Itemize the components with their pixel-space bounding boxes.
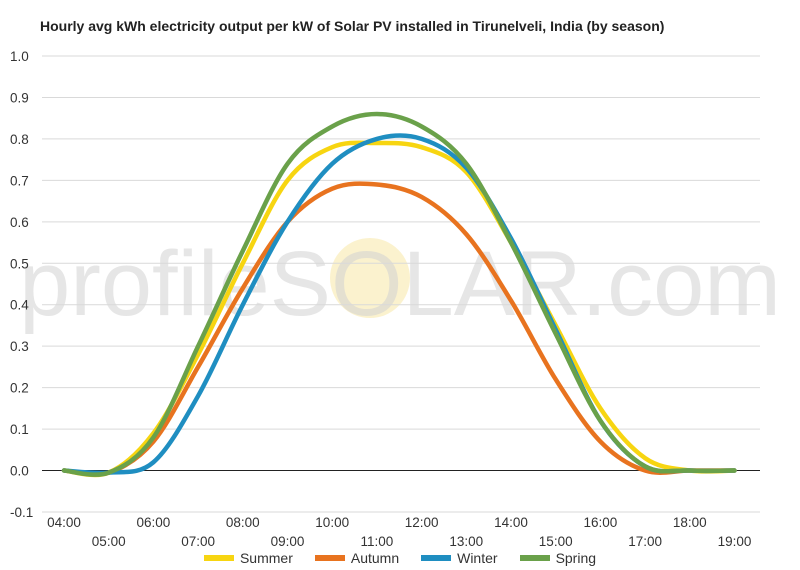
x-tick-label: 13:00 (449, 534, 483, 549)
y-tick-label: 0.1 (10, 422, 29, 437)
y-tick-label: -0.1 (10, 505, 33, 520)
y-tick-label: 0.7 (10, 173, 29, 188)
y-tick-label: 0.0 (10, 464, 29, 479)
legend-item-autumn: Autumn (314, 550, 400, 566)
watermark-text: profileSOLAR.com (19, 233, 781, 335)
chart-title: Hourly avg kWh electricity output per kW… (40, 18, 665, 34)
series-lines (61, 111, 737, 478)
x-tick-label: 14:00 (494, 515, 528, 530)
legend-swatch (203, 555, 234, 561)
y-tick-label: 0.5 (10, 256, 29, 271)
legend-item-summer: Summer (203, 550, 293, 566)
legend-label: Autumn (350, 550, 400, 566)
x-tick-label: 18:00 (673, 515, 707, 530)
y-tick-label: 0.8 (10, 132, 29, 147)
legend-swatch (421, 555, 452, 561)
legend: Summer Autumn Winter Spring (0, 550, 800, 566)
y-tick-label: 0.6 (10, 215, 29, 230)
x-tick-label: 07:00 (181, 534, 215, 549)
legend-label: Winter (457, 550, 498, 566)
x-tick-label: 16:00 (584, 515, 618, 530)
x-tick-label: 19:00 (718, 534, 752, 549)
watermark-sun (330, 238, 410, 318)
legend-label: Spring (555, 550, 597, 566)
x-tick-label: 06:00 (137, 515, 171, 530)
x-tick-label: 12:00 (405, 515, 439, 530)
x-tick-label: 15:00 (539, 534, 573, 549)
x-tick-label: 09:00 (271, 534, 305, 549)
y-tick-label: 0.9 (10, 90, 29, 105)
series-line-autumn (61, 181, 737, 477)
legend-swatch (314, 555, 345, 561)
x-tick-label: 11:00 (361, 534, 394, 549)
x-tick-label: 04:00 (47, 515, 81, 530)
y-tick-label: 0.3 (10, 339, 29, 354)
watermark: profileSOLAR.com (19, 233, 781, 335)
x-tick-label: 10:00 (315, 515, 349, 530)
legend-label: Summer (239, 550, 293, 566)
series-line-spring (61, 111, 737, 477)
y-tick-label: 0.2 (10, 381, 29, 396)
legend-swatch (519, 555, 550, 561)
y-tick-label: 0.4 (10, 298, 29, 313)
x-tick-label: 17:00 (628, 534, 662, 549)
x-tick-label: 08:00 (226, 515, 260, 530)
y-axis-ticks: -0.1 0.0 0.1 0.2 0.3 0.4 0.5 0.6 0.7 0.8 0.9 1.0 (10, 49, 33, 520)
y-tick-label: 1.0 (10, 49, 29, 64)
legend-item-spring: Spring (519, 550, 597, 566)
x-tick-label: 05:00 (92, 534, 126, 549)
legend-item-winter: Winter (421, 550, 498, 566)
x-axis-ticks: 04:00 05:00 06:00 07:00 08:00 09:00 10:00 11:00… (47, 515, 751, 549)
